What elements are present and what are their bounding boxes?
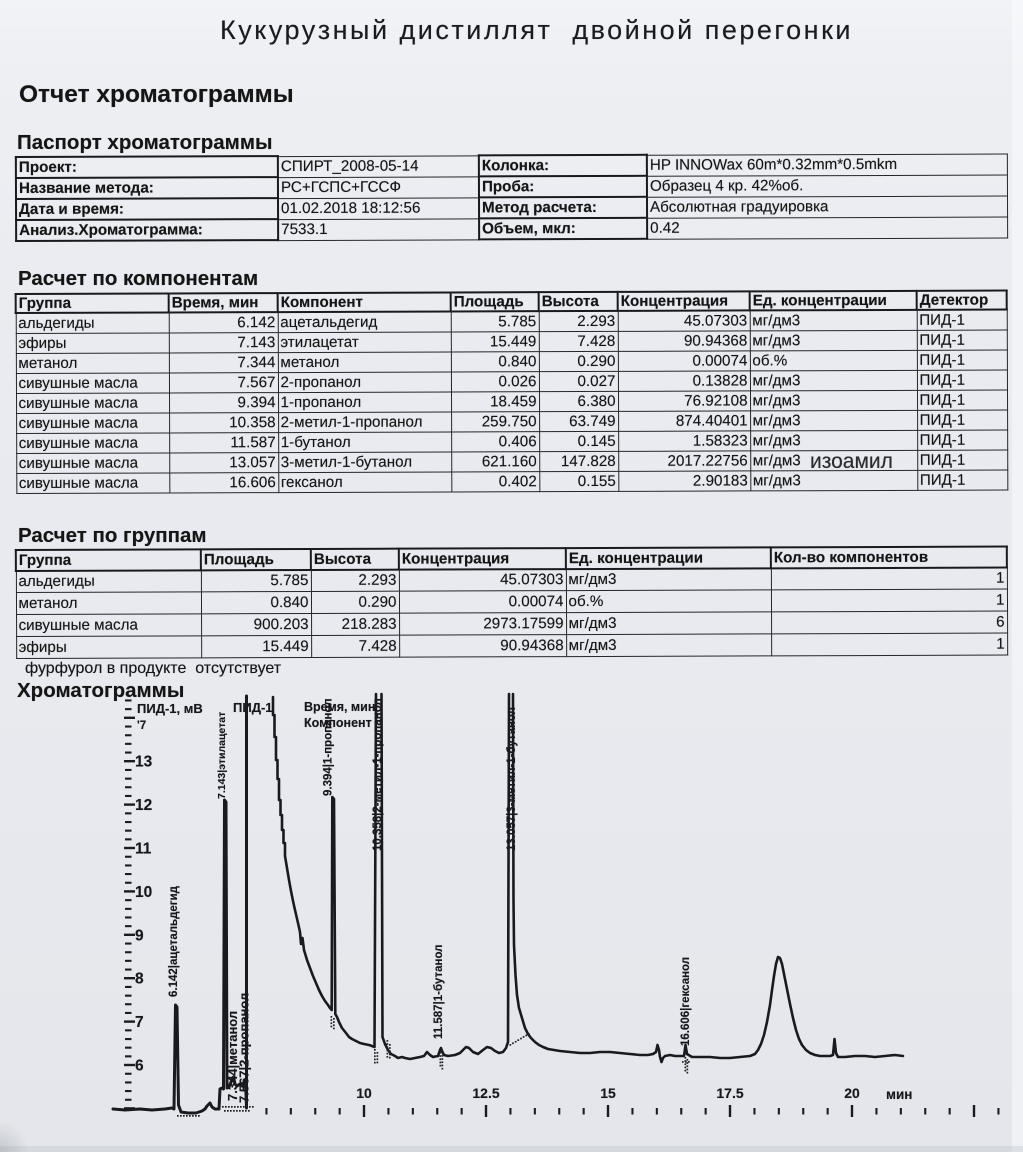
svg-text:ПИД-1: ПИД-1 — [233, 700, 273, 715]
svg-text:9.394|1-пропанол: 9.394|1-пропанол — [323, 698, 335, 796]
svg-text:11.587|1-бутанол: 11.587|1-бутанол — [433, 945, 445, 1040]
svg-text:10: 10 — [356, 1085, 372, 1101]
svg-text:16.606|гексанол: 16.606|гексанол — [680, 957, 692, 1046]
svg-text:Время, мин: Время, мин — [304, 700, 375, 714]
svg-text:13: 13 — [135, 754, 153, 771]
svg-text:7: 7 — [135, 1014, 144, 1031]
svg-text:Компонент: Компонент — [304, 716, 372, 730]
svg-text:11: 11 — [135, 841, 152, 858]
svg-text:8: 8 — [135, 971, 144, 988]
svg-text:'7: '7 — [137, 720, 146, 732]
svg-text:12.5: 12.5 — [472, 1085, 499, 1101]
svg-text:7.344|метанол: 7.344|метанол — [225, 1011, 240, 1101]
svg-text:17.5: 17.5 — [716, 1085, 743, 1101]
svg-text:12: 12 — [135, 797, 152, 814]
svg-text:ПИД-1, мВ: ПИД-1, мВ — [137, 701, 203, 716]
svg-text:мин: мин — [886, 1087, 912, 1102]
svg-text:15: 15 — [600, 1085, 616, 1101]
svg-text:20: 20 — [844, 1085, 860, 1101]
svg-text:7.143|этилацетат: 7.143|этилацетат — [216, 712, 228, 799]
svg-text:10: 10 — [135, 884, 152, 901]
svg-text:9: 9 — [135, 927, 144, 944]
svg-text:6: 6 — [135, 1058, 144, 1075]
svg-text:6.142|ацетальдегид: 6.142|ацетальдегид — [168, 885, 180, 997]
